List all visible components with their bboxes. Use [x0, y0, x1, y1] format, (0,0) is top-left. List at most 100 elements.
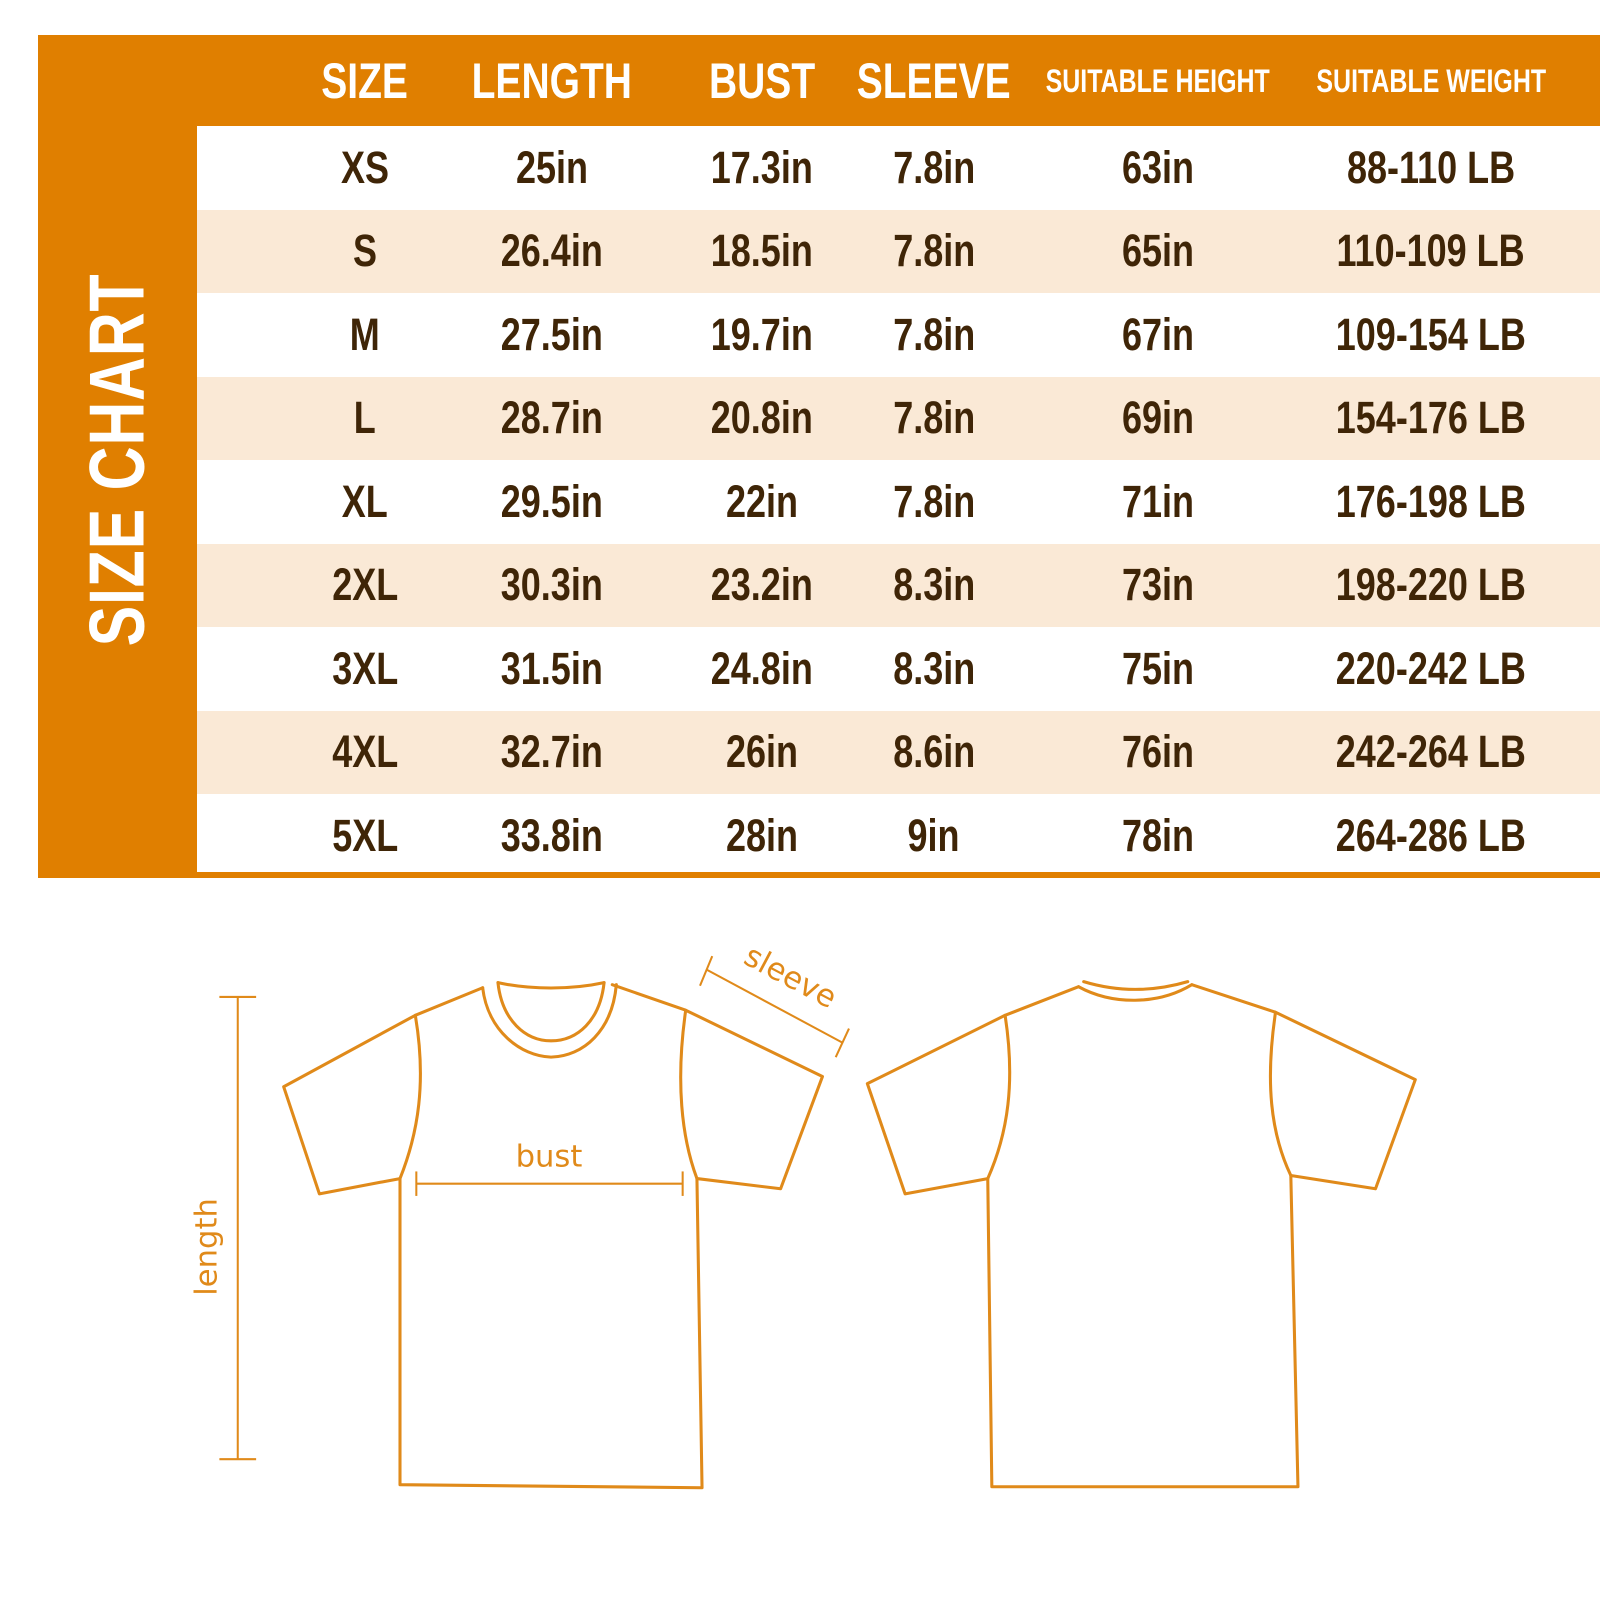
header-label: SUITABLE HEIGHT [1045, 62, 1271, 99]
cell-value: 7.8in [892, 225, 976, 277]
cell-suitable-weight: 264-286 LB [1281, 794, 1581, 878]
cell-size: 4XL [285, 711, 445, 795]
cell-value: 19.7in [710, 308, 814, 360]
header-label: SUITABLE WEIGHT [1316, 62, 1546, 99]
cell-suitable-height: 75in [1038, 627, 1278, 711]
cell-value: 27.5in [500, 308, 604, 360]
bust-measure-line [415, 1171, 684, 1196]
cell-value: 109-154 LB [1335, 308, 1527, 360]
cell-length: 29.5in [452, 460, 652, 544]
cell-value: XS [340, 141, 390, 193]
cell-bust: 28in [662, 794, 862, 878]
cell-suitable-weight: 176-198 LB [1281, 460, 1581, 544]
cell-value: 30.3in [500, 559, 604, 611]
bust-label: bust [516, 1139, 583, 1174]
cell-suitable-weight: 109-154 LB [1281, 293, 1581, 377]
cell-sleeve: 7.8in [849, 460, 1019, 544]
cell-suitable-height: 71in [1038, 460, 1278, 544]
cell-suitable-height: 63in [1038, 126, 1278, 210]
cell-suitable-height: 73in [1038, 544, 1278, 628]
cell-suitable-weight: 110-109 LB [1281, 210, 1581, 294]
table-row: 3XL 31.5in 24.8in 8.3in 75in 220-242 LB [197, 627, 1600, 711]
cell-length: 27.5in [452, 293, 652, 377]
cell-value: 69in [1121, 392, 1195, 444]
table-row: M 27.5in 19.7in 7.8in 67in 109-154 LB [197, 293, 1600, 377]
cell-suitable-height: 67in [1038, 293, 1278, 377]
cell-suitable-weight: 220-242 LB [1281, 627, 1581, 711]
cell-length: 32.7in [452, 711, 652, 795]
header-label: LENGTH [471, 52, 633, 109]
header-band [38, 35, 1600, 126]
cell-value: 73in [1121, 559, 1195, 611]
cell-value: 264-286 LB [1335, 809, 1527, 861]
cell-sleeve: 8.3in [849, 544, 1019, 628]
cell-value: M [350, 308, 380, 360]
header-length: LENGTH [452, 35, 652, 126]
cell-sleeve: 7.8in [849, 293, 1019, 377]
cell-value: 26.4in [500, 225, 604, 277]
cell-value: S [352, 225, 377, 277]
header-bust: BUST [662, 35, 862, 126]
cell-value: 20.8in [710, 392, 814, 444]
cell-bust: 22in [662, 460, 862, 544]
table-row: 2XL 30.3in 23.2in 8.3in 73in 198-220 LB [197, 543, 1600, 628]
cell-suitable-height: 76in [1038, 711, 1278, 795]
cell-length: 31.5in [452, 627, 652, 711]
cell-value: 8.6in [892, 726, 976, 778]
cell-suitable-weight: 154-176 LB [1281, 377, 1581, 461]
sleeve-label: sleeve [738, 939, 842, 1016]
cell-value: 4XL [331, 726, 399, 778]
cell-value: 18.5in [710, 225, 814, 277]
cell-value: 9in [907, 809, 961, 861]
cell-suitable-weight: 198-220 LB [1281, 544, 1581, 628]
cell-value: 63in [1121, 141, 1195, 193]
cell-value: XL [341, 475, 388, 527]
cell-suitable-weight: 88-110 LB [1281, 126, 1581, 210]
header-size: SIZE [285, 35, 445, 126]
cell-value: 75in [1121, 642, 1195, 694]
cell-value: 65in [1121, 225, 1195, 277]
header-label: SLEEVE [857, 52, 1011, 109]
cell-value: 7.8in [892, 475, 976, 527]
cell-value: 17.3in [710, 141, 814, 193]
table-row: XL 29.5in 22in 7.8in 71in 176-198 LB [197, 460, 1600, 544]
cell-bust: 24.8in [662, 627, 862, 711]
cell-bust: 17.3in [662, 126, 862, 210]
cell-value: 71in [1121, 475, 1195, 527]
cell-value: 154-176 LB [1335, 392, 1527, 444]
cell-value: 242-264 LB [1335, 726, 1527, 778]
table-row: L 28.7in 20.8in 7.8in 69in 154-176 LB [197, 376, 1600, 461]
cell-value: 176-198 LB [1335, 475, 1527, 527]
cell-bust: 23.2in [662, 544, 862, 628]
cell-sleeve: 8.3in [849, 627, 1019, 711]
cell-value: 220-242 LB [1335, 642, 1527, 694]
header-label: BUST [708, 52, 816, 109]
cell-value: 29.5in [500, 475, 604, 527]
cell-size: 2XL [285, 544, 445, 628]
cell-value: 22in [725, 475, 799, 527]
table-row: XS 25in 17.3in 7.8in 63in 88-110 LB [197, 126, 1600, 210]
table-row: 4XL 32.7in 26in 8.6in 76in 242-264 LB [197, 710, 1600, 795]
cell-value: 78in [1121, 809, 1195, 861]
cell-size: 5XL [285, 794, 445, 878]
cell-size: L [285, 377, 445, 461]
cell-value: 110-109 LB [1336, 225, 1526, 277]
table-row: 5XL 33.8in 28in 9in 78in 264-286 LB [197, 794, 1600, 878]
cell-value: 33.8in [500, 809, 604, 861]
cell-length: 26.4in [452, 210, 652, 294]
cell-value: 5XL [331, 809, 399, 861]
cell-size: S [285, 210, 445, 294]
cell-bust: 19.7in [662, 293, 862, 377]
cell-sleeve: 9in [849, 794, 1019, 878]
cell-value: 7.8in [892, 308, 976, 360]
header-suitable-height: SUITABLE HEIGHT [1038, 35, 1278, 126]
cell-sleeve: 8.6in [849, 711, 1019, 795]
cell-value: 28in [725, 809, 799, 861]
cell-value: 198-220 LB [1335, 559, 1527, 611]
back-shirt-icon [865, 980, 1417, 1489]
cell-suitable-height: 78in [1038, 794, 1278, 878]
cell-sleeve: 7.8in [849, 210, 1019, 294]
cell-length: 30.3in [452, 544, 652, 628]
length-label: length [189, 1198, 224, 1296]
